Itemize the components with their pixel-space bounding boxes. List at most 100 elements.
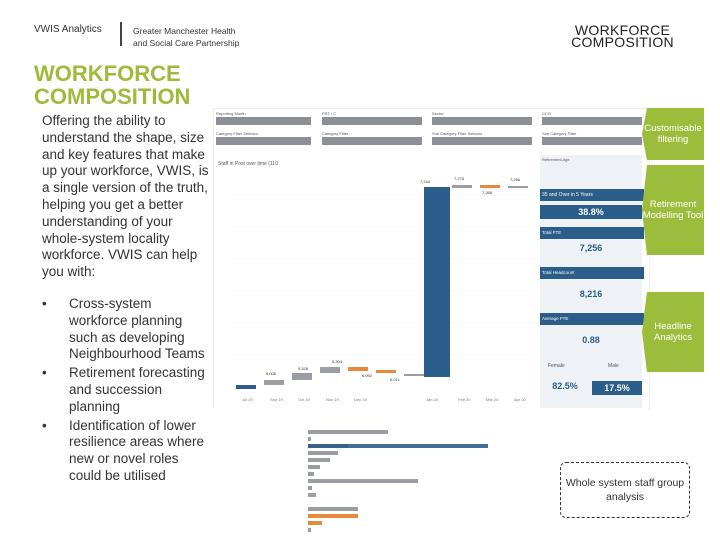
kpi-value: 8,216: [579, 289, 603, 299]
list-item: • Retirement forecasting and succession p…: [42, 365, 212, 415]
chart-bar: [236, 385, 256, 389]
filter-dropdown[interactable]: [432, 117, 532, 125]
kpi-header: 35 and Over in 5 Years: [540, 189, 644, 201]
chart-bar: [308, 528, 311, 532]
chart-bar: [480, 185, 500, 188]
organisation-name: Greater Manchester Health and Social Car…: [133, 25, 283, 49]
filter-label: Category Filter Selector: [216, 131, 259, 136]
bullet-symbol: •: [42, 365, 47, 381]
chart-bar: [308, 493, 316, 497]
data-label: 6,304: [332, 359, 343, 364]
staff-group-bars: [308, 430, 488, 532]
corner-title-a: WORKFORCE: [574, 22, 671, 38]
list-item-text: Cross-system workforce planning such as …: [69, 296, 205, 362]
x-tick: Dec 19: [354, 397, 367, 402]
x-tick: Jan 20: [426, 397, 439, 402]
page-title: WORKFORCE COMPOSITION: [34, 62, 224, 108]
chart-bar: [308, 486, 312, 490]
kpi-panel: Retirement Age 35 and Over in 5 Years 38…: [540, 155, 644, 410]
chart-bar: [308, 514, 358, 518]
list-item-text: Retirement forecasting and succession pl…: [69, 365, 205, 414]
chart-bar: [308, 521, 322, 525]
filter-label: Sector: [432, 111, 444, 116]
callout-staff-group-analysis: Whole system staff group analysis: [560, 462, 690, 518]
data-label: 6,011: [390, 377, 400, 382]
x-tick: Oct 19: [298, 397, 311, 402]
chart-bar: [308, 465, 320, 469]
brand-label: VWIS Analytics: [34, 24, 102, 35]
chart-bar: [264, 380, 284, 385]
list-item: • Cross-system workforce planning such as…: [42, 296, 212, 363]
filter-label: Category Filter: [322, 131, 349, 136]
data-label: 7,256: [510, 177, 521, 182]
filter-dropdown[interactable]: [216, 137, 311, 145]
intro-paragraph: Offering the ability to understand the s…: [42, 113, 209, 280]
kpi-label: Female: [548, 363, 565, 369]
filter-label: PRT / C: [322, 111, 337, 116]
x-tick: Nov 19: [326, 397, 339, 402]
chart-bar: [348, 367, 368, 371]
kpi-value: 7,256: [579, 243, 603, 253]
waterfall-bars: [236, 185, 528, 389]
page-title-line-1: WORKFORCE: [34, 61, 181, 86]
filter-label: CCG: [542, 111, 551, 116]
data-label: 6,092: [362, 373, 373, 378]
data-label: 7,244: [420, 179, 431, 184]
chart-bar: [292, 373, 312, 380]
chart-bar: [320, 367, 340, 373]
chart-bar: [508, 186, 528, 188]
kpi-label: Retirement Age: [542, 157, 570, 162]
kpi-header: Total FTE: [540, 227, 644, 239]
x-tick: Sep 19: [270, 397, 283, 402]
kpi-header: Total Headcount: [540, 267, 644, 279]
filter-dropdown[interactable]: [216, 117, 311, 125]
callout-customisable-filtering: Customisable filtering: [642, 108, 704, 160]
kpi-value: 17.5%: [592, 381, 642, 395]
chart-bar: [424, 187, 450, 377]
x-tick: Feb 20: [458, 397, 471, 402]
chart-bar: [308, 472, 314, 476]
x-tick: Jul 19: [242, 397, 253, 402]
chart-bar: [376, 370, 396, 373]
data-labels: 5,006 5,528 6,304 6,092 6,011 7,244 7,27…: [266, 176, 521, 382]
filter-dropdown[interactable]: [322, 117, 422, 125]
filter-dropdown[interactable]: [322, 137, 422, 145]
data-label: 7,278: [454, 176, 465, 181]
bullet-list: • Cross-system workforce planning such as…: [42, 296, 212, 487]
chart-title: Staff in Post over time (110: [218, 161, 278, 167]
chart-bar: [308, 451, 338, 455]
corner-title: WORKFORCE COMPOSITION: [560, 22, 685, 50]
filter-label: Sub Category Filter Selector: [432, 131, 483, 136]
filter-label: Sub Category Filter: [542, 131, 577, 136]
kpi-header: Average FTE: [540, 313, 644, 325]
data-label: 5,528: [298, 366, 309, 371]
page-title-line-2: COMPOSITION: [34, 84, 191, 109]
bullet-symbol: •: [42, 417, 47, 433]
corner-title-b: COMPOSITION: [571, 34, 674, 50]
filter-dropdown[interactable]: [432, 137, 532, 145]
chart-bar: [308, 437, 311, 441]
kpi-value: 0.88: [582, 335, 600, 345]
x-tick: Apr 20: [514, 397, 527, 402]
kpi-label: Male: [608, 363, 619, 369]
filter-label: Reporting Month: [216, 111, 246, 116]
x-axis-ticks: Jul 19 Sep 19 Oct 19 Nov 19 Dec 19 Jan 2…: [242, 397, 527, 402]
chart-bar: [308, 507, 358, 511]
org-line-1: Greater Manchester Health: [133, 26, 236, 36]
kpi-value: 38.8%: [540, 205, 642, 219]
filter-dropdown[interactable]: [542, 117, 642, 125]
org-line-2: and Social Care Partnership: [133, 38, 240, 48]
x-tick: Mar 20: [486, 397, 499, 402]
bullet-symbol: •: [42, 296, 47, 311]
callout-retirement-modelling: Retirement Modelling Tool: [642, 165, 704, 255]
kpi-value: 82.5%: [552, 381, 578, 391]
chart-bar: [308, 444, 488, 448]
list-item-text: Identification of lower resilience areas…: [69, 417, 205, 483]
header-divider: [120, 22, 122, 46]
staff-in-post-chart: Jul 19 Sep 19 Oct 19 Nov 19 Dec 19 Jan 2…: [234, 176, 536, 402]
filter-dropdown[interactable]: [542, 137, 642, 145]
chart-bar: [308, 458, 330, 462]
data-label: 7,268: [482, 190, 493, 195]
chart-bar: [452, 185, 472, 188]
list-item: • Identification of lower resilience area…: [42, 418, 212, 485]
